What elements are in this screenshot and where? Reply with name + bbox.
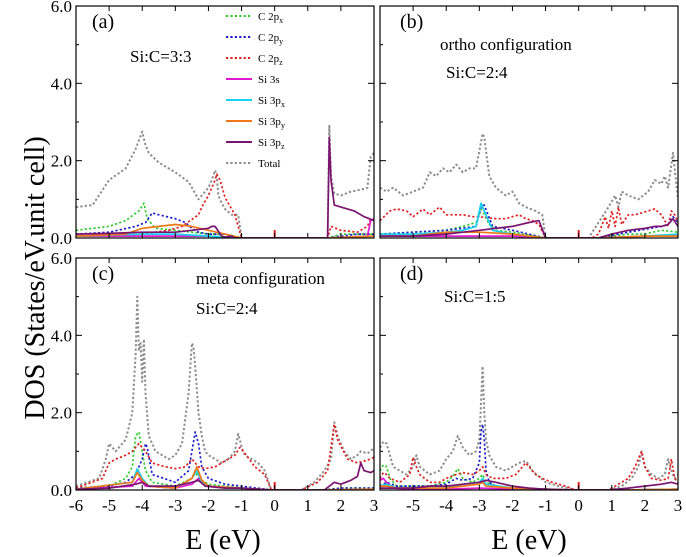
panel-d: -5 -4 -3 -2 -1 0 1 2 3 (d) Si:C=1:5 <box>379 257 683 515</box>
y-tick-label: 6.0 <box>51 0 72 16</box>
series-group <box>380 132 678 238</box>
legend-label: Si 3s <box>258 74 280 86</box>
series-si3pz-line <box>76 136 374 238</box>
x-tick-label: -5 <box>406 496 420 515</box>
panel-label: (d) <box>400 263 423 285</box>
x-tick-label: -3 <box>472 496 486 515</box>
x-tick-label: 3 <box>674 496 683 515</box>
x-tick-label: 1 <box>608 496 617 515</box>
y-tick-label: 2.0 <box>51 404 72 423</box>
series-si3pz-line <box>76 462 374 490</box>
panel-c: -6 -5 -4 -3 -2 -1 0 1 2 3 0.0 2.0 4.0 6.0 (c) meta conf… <box>51 249 379 515</box>
series-group <box>76 295 374 490</box>
y-tick-label: 2.0 <box>51 152 72 171</box>
x-tick-label: -1 <box>234 496 248 515</box>
legend-item: C 2px <box>226 11 283 25</box>
y-tick-label: 0.0 <box>51 481 72 500</box>
x-tick-label: -3 <box>168 496 182 515</box>
series-si3py-line <box>76 223 374 238</box>
x-tick-label: -1 <box>538 496 552 515</box>
y-tick-label: 0.0 <box>51 229 72 248</box>
y-axis-label: DOS (States/eV.unit cell) <box>20 136 51 419</box>
y-tick-label: 6.0 <box>51 249 72 268</box>
plot-frame <box>379 257 679 491</box>
panel-annotation: Si:C=3:3 <box>130 47 192 66</box>
series-c2px-line <box>76 202 374 238</box>
series-c2px-line <box>380 464 678 490</box>
panel-b: (b) ortho configuration Si:C=2:4 <box>379 5 679 239</box>
x-tick-label: 2 <box>641 496 650 515</box>
series-si3px-line <box>380 202 678 238</box>
x-tick-label: -4 <box>439 496 454 515</box>
series-si3s-line <box>380 477 678 490</box>
legend-item: Si 3s <box>226 74 280 86</box>
panel-annotation: ortho configuration <box>440 35 572 54</box>
series-c2pz-line <box>380 450 678 490</box>
legend-label: Si 3pz <box>258 137 285 151</box>
series-si3pz-line <box>380 217 678 238</box>
legend-item: Si 3py <box>226 116 285 130</box>
series-si3py-line <box>76 465 374 490</box>
series-c2px-line <box>380 204 678 238</box>
series-c2py-line <box>380 423 678 490</box>
panel-a: 0.0 2.0 4.0 6.0 (a) Si:C=3:3 <box>51 0 375 248</box>
legend-label: C 2pz <box>258 53 283 67</box>
series-c2pz-line <box>76 173 374 238</box>
plot-frame <box>75 5 375 239</box>
x-tick-label: -5 <box>102 496 116 515</box>
legend-item: C 2pz <box>226 53 283 67</box>
panel-annotation: Si:C=1:5 <box>444 287 506 306</box>
x-tick-label: 0 <box>270 496 279 515</box>
x-tick-label: 0 <box>574 496 583 515</box>
series-total-line <box>380 365 678 490</box>
series-total-line <box>76 295 374 490</box>
legend-item: Total <box>226 158 280 170</box>
legend-item: Si 3px <box>226 95 285 109</box>
legend-label: C 2px <box>258 11 283 25</box>
y-tick-label: 4.0 <box>51 74 72 93</box>
panel-annotation: meta configuration <box>196 269 325 288</box>
x-tick-label: -6 <box>69 496 83 515</box>
panel-annotation: Si:C=2:4 <box>196 299 258 318</box>
x-tick-label: 2 <box>337 496 346 515</box>
legend-label: Si 3py <box>258 116 285 130</box>
x-tick-label: -2 <box>201 496 215 515</box>
x-tick-label: 3 <box>370 496 379 515</box>
legend-label: C 2py <box>258 32 283 46</box>
x-axis-label-right: E (eV) <box>491 525 566 556</box>
series-group <box>76 124 374 238</box>
legend-item: Si 3pz <box>226 137 285 151</box>
panel-label: (b) <box>400 11 423 33</box>
y-tick-label: 4.0 <box>51 326 72 345</box>
legend-label: Si 3px <box>258 95 285 109</box>
panel-label: (a) <box>92 11 114 33</box>
panel-label: (c) <box>92 263 114 285</box>
x-axis-label-left: E (eV) <box>185 525 260 556</box>
x-tick-label: -2 <box>505 496 519 515</box>
legend-label: Total <box>258 158 280 170</box>
x-tick-label: -4 <box>135 496 150 515</box>
series-group <box>380 365 678 490</box>
panel-annotation: Si:C=2:4 <box>446 63 508 82</box>
legend: C 2px C 2py C 2pz Si 3s Si 3px Si 3py Si 3pz To… <box>226 11 285 170</box>
series-si3s-line <box>76 477 374 490</box>
legend-item: C 2py <box>226 32 283 46</box>
series-c2pz-line <box>380 206 678 238</box>
x-tick-label: 1 <box>304 496 313 515</box>
